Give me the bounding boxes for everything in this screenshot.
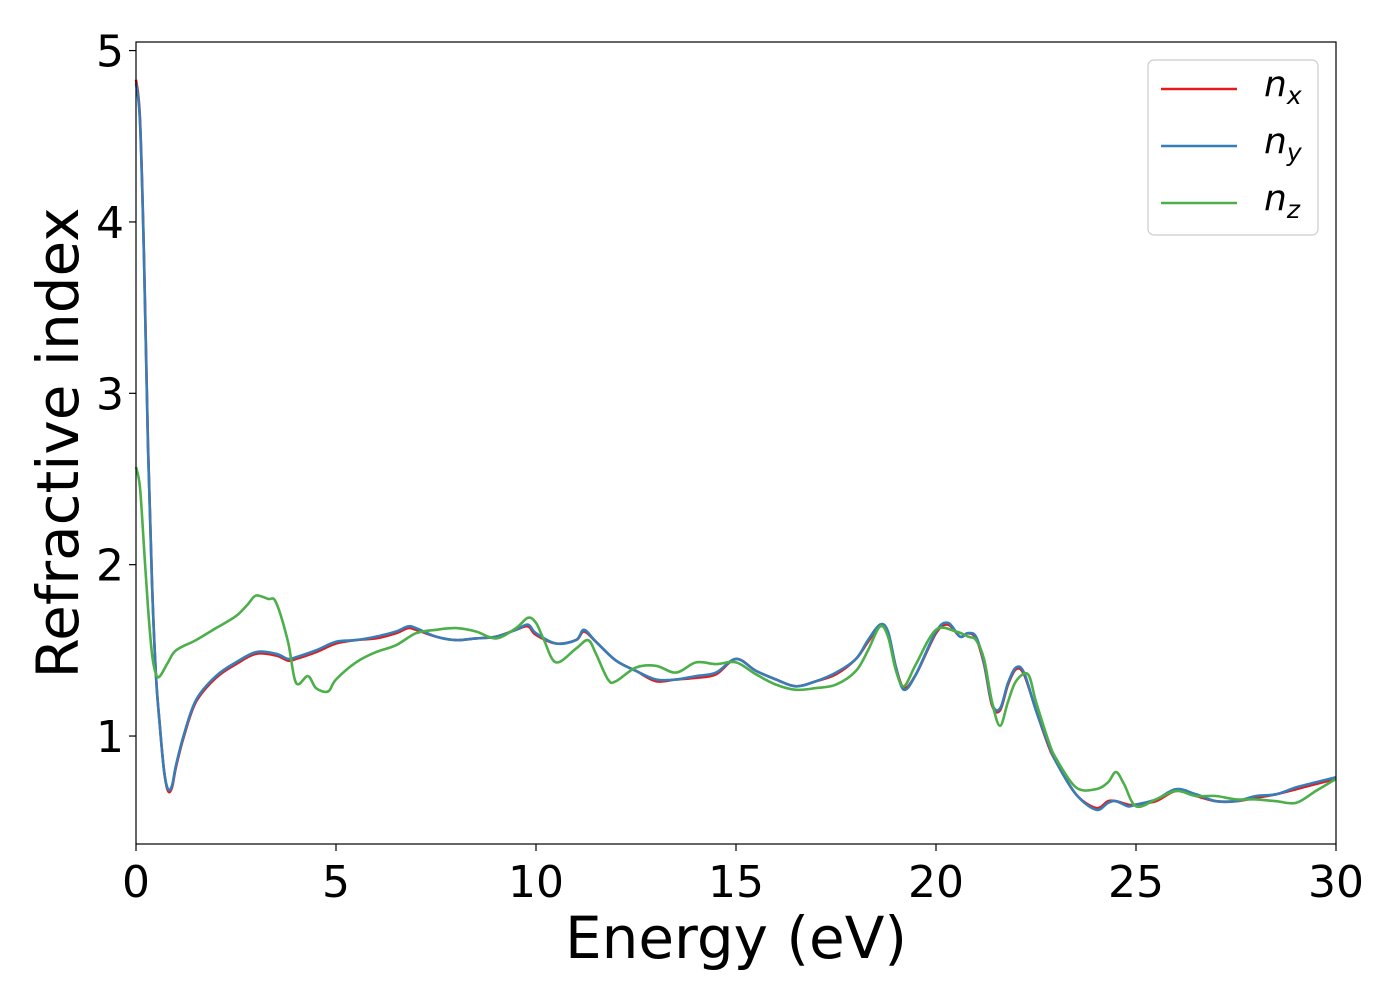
series-line-y	[134, 82, 1337, 812]
x-tick-label: 20	[908, 857, 964, 908]
legend-label-y: ny	[1264, 121, 1303, 167]
y-tick-label: 3	[96, 369, 124, 420]
x-tick-label: 25	[1108, 857, 1164, 908]
y-tick-label: 5	[96, 27, 124, 78]
x-axis-title: Energy (eV)	[565, 904, 907, 972]
x-tick-label: 15	[708, 857, 764, 908]
legend-label-z: nz	[1264, 178, 1301, 224]
series-line-z	[134, 466, 1337, 809]
legend: nx ny nz	[1147, 59, 1319, 236]
x-tick-label: 0	[122, 857, 150, 908]
y-tick-label: 2	[96, 541, 124, 592]
x-axis-ticks: 0 5 10 15 20 25 30	[122, 844, 1364, 908]
legend-label-x: nx	[1264, 64, 1302, 110]
y-axis-ticks: 1 2 3 4 5	[96, 27, 136, 763]
series-layer	[134, 79, 1337, 812]
legend-frame	[1147, 59, 1319, 236]
x-tick-label: 30	[1308, 857, 1364, 908]
x-tick-label: 10	[508, 857, 564, 908]
x-tick-label: 5	[322, 857, 350, 908]
y-axis-title: Refractive index	[24, 207, 92, 678]
y-tick-label: 4	[96, 198, 124, 249]
y-tick-label: 1	[96, 712, 124, 763]
